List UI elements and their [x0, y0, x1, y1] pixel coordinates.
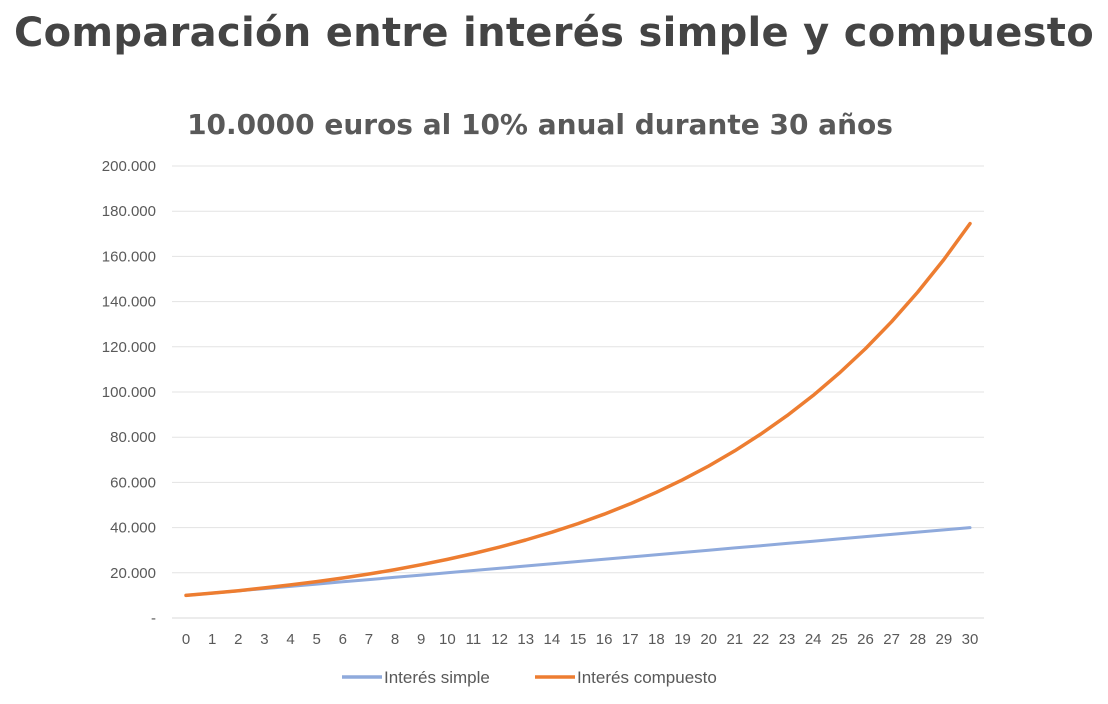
x-tick-label: 13: [517, 631, 534, 648]
legend-label: Interés simple: [384, 668, 490, 687]
x-tick-label: 1: [208, 631, 216, 648]
x-tick-label: 26: [857, 631, 874, 648]
x-tick-label: 12: [491, 631, 508, 648]
x-tick-label: 7: [365, 631, 373, 648]
x-tick-label: 5: [312, 631, 320, 648]
page-title: Comparación entre interés simple y compu…: [13, 10, 1095, 56]
legend-label: Interés compuesto: [577, 668, 717, 687]
y-axis-ticks: - 20.000 40.000 60.000 80.000 100.000 120.000 1…: [102, 158, 156, 627]
x-tick-label: 15: [570, 631, 587, 648]
y-tick-label: -: [151, 610, 156, 627]
x-tick-label: 19: [674, 631, 691, 648]
x-tick-label: 0: [182, 631, 190, 648]
y-tick-label: 160.000: [102, 248, 156, 265]
x-tick-label: 25: [831, 631, 848, 648]
x-tick-label: 23: [779, 631, 796, 648]
x-tick-label: 28: [909, 631, 926, 648]
y-tick-label: 20.000: [110, 565, 156, 582]
gridlines: [172, 165, 984, 619]
y-tick-label: 120.000: [102, 339, 156, 356]
x-axis-ticks: 0 1 2 3 4 5 6 7 8 9 10 11 12 13 14 15 16 17 18 19 20 21 22 23 24…: [182, 631, 979, 648]
y-tick-label: 180.000: [102, 203, 156, 220]
x-tick-label: 4: [286, 631, 294, 648]
chart-title: 10.0000 euros al 10% anual durante 30 añ…: [187, 108, 893, 141]
x-tick-label: 24: [805, 631, 822, 648]
y-tick-label: 80.000: [110, 429, 156, 446]
y-tick-label: 40.000: [110, 520, 156, 537]
x-tick-label: 16: [596, 631, 613, 648]
x-tick-label: 6: [339, 631, 347, 648]
x-tick-label: 29: [936, 631, 953, 648]
x-tick-label: 20: [700, 631, 717, 648]
y-tick-label: 60.000: [110, 474, 156, 491]
series-lines: [184, 221, 972, 598]
x-tick-label: 8: [391, 631, 399, 648]
y-tick-label: 100.000: [102, 384, 156, 401]
series-line-compuesto: [184, 221, 972, 598]
x-tick-label: 10: [439, 631, 456, 648]
x-tick-label: 21: [726, 631, 743, 648]
x-tick-label: 11: [466, 631, 482, 648]
x-tick-label: 22: [753, 631, 770, 648]
x-tick-label: 14: [544, 631, 561, 648]
y-tick-label: 140.000: [102, 294, 156, 311]
y-tick-label: 200.000: [102, 158, 156, 175]
x-tick-label: 2: [234, 631, 242, 648]
x-tick-label: 9: [417, 631, 425, 648]
legend: Interés simple Interés compuesto: [342, 668, 717, 687]
x-tick-label: 3: [260, 631, 268, 648]
x-tick-label: 18: [648, 631, 665, 648]
series-line-simple: [184, 526, 972, 597]
x-tick-label: 27: [883, 631, 900, 648]
x-tick-label: 30: [962, 631, 979, 648]
x-tick-label: 17: [622, 631, 639, 648]
